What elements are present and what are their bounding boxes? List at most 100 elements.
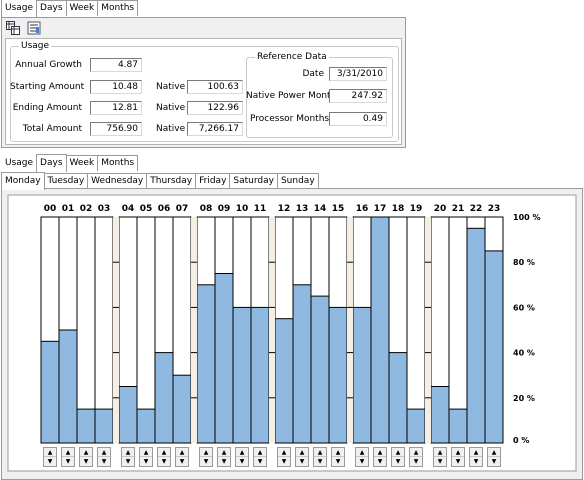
- spinner-down-icon[interactable]: ▼: [491, 458, 497, 465]
- hour-spinner-19[interactable]: ▲ ▼: [409, 447, 423, 467]
- hour-spinner-01[interactable]: ▲ ▼: [61, 447, 75, 467]
- tab-months-bottom[interactable]: Months: [97, 155, 139, 171]
- spinner-down-icon[interactable]: ▼: [377, 458, 383, 465]
- spinner-up-icon[interactable]: ▲: [314, 448, 326, 457]
- spinner-down-icon[interactable]: ▼: [179, 458, 185, 465]
- hour-spinner-20[interactable]: ▲ ▼: [433, 447, 447, 467]
- spinner-up-icon[interactable]: ▲: [296, 448, 308, 457]
- hour-spinner-02[interactable]: ▲ ▼: [79, 447, 93, 467]
- spinner-up-icon[interactable]: ▲: [470, 448, 482, 457]
- spinner-down-icon[interactable]: ▼: [47, 458, 53, 465]
- spinner-up-icon[interactable]: ▲: [254, 448, 266, 457]
- chart-settings-icon[interactable]: [26, 20, 42, 36]
- hour-spinner-09[interactable]: ▲ ▼: [217, 447, 231, 467]
- hour-spinner-22[interactable]: ▲ ▼: [469, 447, 483, 467]
- hour-spinner-06[interactable]: ▲ ▼: [157, 447, 171, 467]
- spinner-up-icon[interactable]: ▲: [332, 448, 344, 457]
- native-total-field[interactable]: 7,266.17: [187, 122, 243, 136]
- processor-months-field[interactable]: 0.49: [329, 112, 387, 126]
- spinner-up-icon[interactable]: ▲: [62, 448, 74, 457]
- spinner-up-icon[interactable]: ▲: [452, 448, 464, 457]
- starting-amount-field[interactable]: 10.48: [90, 80, 142, 94]
- spinner-up-icon[interactable]: ▲: [80, 448, 92, 457]
- spinner-down-icon[interactable]: ▼: [335, 458, 341, 465]
- tab-usage-bottom[interactable]: Usage: [1, 155, 38, 171]
- total-amount-field[interactable]: 756.90: [90, 122, 142, 136]
- spinner-up-icon[interactable]: ▲: [218, 448, 230, 457]
- spinner-up-icon[interactable]: ▲: [122, 448, 134, 457]
- spinner-down-icon[interactable]: ▼: [83, 458, 89, 465]
- spinner-up-icon[interactable]: ▲: [434, 448, 446, 457]
- hour-spinner-00[interactable]: ▲ ▼: [43, 447, 57, 467]
- hour-spinner-13[interactable]: ▲ ▼: [295, 447, 309, 467]
- spinner-down-icon[interactable]: ▼: [317, 458, 323, 465]
- hour-spinner-14[interactable]: ▲ ▼: [313, 447, 327, 467]
- tab-thursday[interactable]: Thursday: [146, 173, 197, 189]
- tab-days-bottom[interactable]: Days: [36, 154, 67, 172]
- hour-spinner-07[interactable]: ▲ ▼: [175, 447, 189, 467]
- hour-spinner-15[interactable]: ▲ ▼: [331, 447, 345, 467]
- spinner-down-icon[interactable]: ▼: [65, 458, 71, 465]
- date-field[interactable]: 3/31/2010: [329, 67, 387, 81]
- spinner-up-icon[interactable]: ▲: [410, 448, 422, 457]
- hour-spinner-21[interactable]: ▲ ▼: [451, 447, 465, 467]
- spinner-up-icon[interactable]: ▲: [176, 448, 188, 457]
- spinner-down-icon[interactable]: ▼: [257, 458, 263, 465]
- tab-week-bottom[interactable]: Week: [65, 155, 99, 171]
- spinner-up-icon[interactable]: ▲: [98, 448, 110, 457]
- tab-friday[interactable]: Friday: [195, 173, 231, 189]
- tab-tuesday[interactable]: Tuesday: [43, 173, 89, 189]
- tab-saturday[interactable]: Saturday: [229, 173, 278, 189]
- spinner-up-icon[interactable]: ▲: [236, 448, 248, 457]
- tab-week[interactable]: Week: [65, 0, 99, 16]
- hour-spinner-18[interactable]: ▲ ▼: [391, 447, 405, 467]
- hour-spinner-10[interactable]: ▲ ▼: [235, 447, 249, 467]
- annual-growth-field[interactable]: 4.87: [90, 58, 142, 72]
- spinner-up-icon[interactable]: ▲: [488, 448, 500, 457]
- spinner-up-icon[interactable]: ▲: [200, 448, 212, 457]
- native-ending-field[interactable]: 122.96: [187, 101, 243, 115]
- spinner-down-icon[interactable]: ▼: [161, 458, 167, 465]
- spinner-down-icon[interactable]: ▼: [101, 458, 107, 465]
- spinner-down-icon[interactable]: ▼: [299, 458, 305, 465]
- native-power-months-field[interactable]: 247.92: [329, 89, 387, 103]
- tab-wednesday[interactable]: Wednesday: [87, 173, 148, 189]
- spinner-down-icon[interactable]: ▼: [359, 458, 365, 465]
- hour-spinner-12[interactable]: ▲ ▼: [277, 447, 291, 467]
- spinner-down-icon[interactable]: ▼: [239, 458, 245, 465]
- spinner-down-icon[interactable]: ▼: [395, 458, 401, 465]
- spinner-down-icon[interactable]: ▼: [221, 458, 227, 465]
- spinner-up-icon[interactable]: ▲: [374, 448, 386, 457]
- tab-months[interactable]: Months: [97, 0, 139, 16]
- tab-usage[interactable]: Usage: [1, 0, 38, 17]
- hour-spinner-05[interactable]: ▲ ▼: [139, 447, 153, 467]
- hour-spinner-17[interactable]: ▲ ▼: [373, 447, 387, 467]
- hour-spinner-16[interactable]: ▲ ▼: [355, 447, 369, 467]
- copy-grid-icon[interactable]: [5, 20, 21, 36]
- spinner-down-icon[interactable]: ▼: [281, 458, 287, 465]
- spinner-up-icon[interactable]: ▲: [392, 448, 404, 457]
- spinner-down-icon[interactable]: ▼: [437, 458, 443, 465]
- spinner-up-icon[interactable]: ▲: [278, 448, 290, 457]
- spinner-up-icon[interactable]: ▲: [140, 448, 152, 457]
- spinner-down-icon[interactable]: ▼: [143, 458, 149, 465]
- spinner-up-icon[interactable]: ▲: [356, 448, 368, 457]
- spinner-down-icon[interactable]: ▼: [455, 458, 461, 465]
- hour-spinner-03[interactable]: ▲ ▼: [97, 447, 111, 467]
- tab-days[interactable]: Days: [36, 0, 67, 16]
- ending-amount-field[interactable]: 12.81: [90, 101, 142, 115]
- spinner-up-icon[interactable]: ▲: [44, 448, 56, 457]
- hour-spinner-08[interactable]: ▲ ▼: [199, 447, 213, 467]
- spinner-down-icon[interactable]: ▼: [203, 458, 209, 465]
- spinner-down-icon[interactable]: ▼: [473, 458, 479, 465]
- spinner-down-icon[interactable]: ▼: [125, 458, 131, 465]
- tab-monday[interactable]: Monday: [1, 172, 45, 190]
- spinner-up-icon[interactable]: ▲: [158, 448, 170, 457]
- bar-04: [118, 386, 138, 444]
- tab-sunday[interactable]: Sunday: [276, 173, 319, 189]
- spinner-down-icon[interactable]: ▼: [413, 458, 419, 465]
- hour-spinner-04[interactable]: ▲ ▼: [121, 447, 135, 467]
- hour-spinner-23[interactable]: ▲ ▼: [487, 447, 501, 467]
- hour-spinner-11[interactable]: ▲ ▼: [253, 447, 267, 467]
- native-starting-field[interactable]: 100.63: [187, 80, 243, 94]
